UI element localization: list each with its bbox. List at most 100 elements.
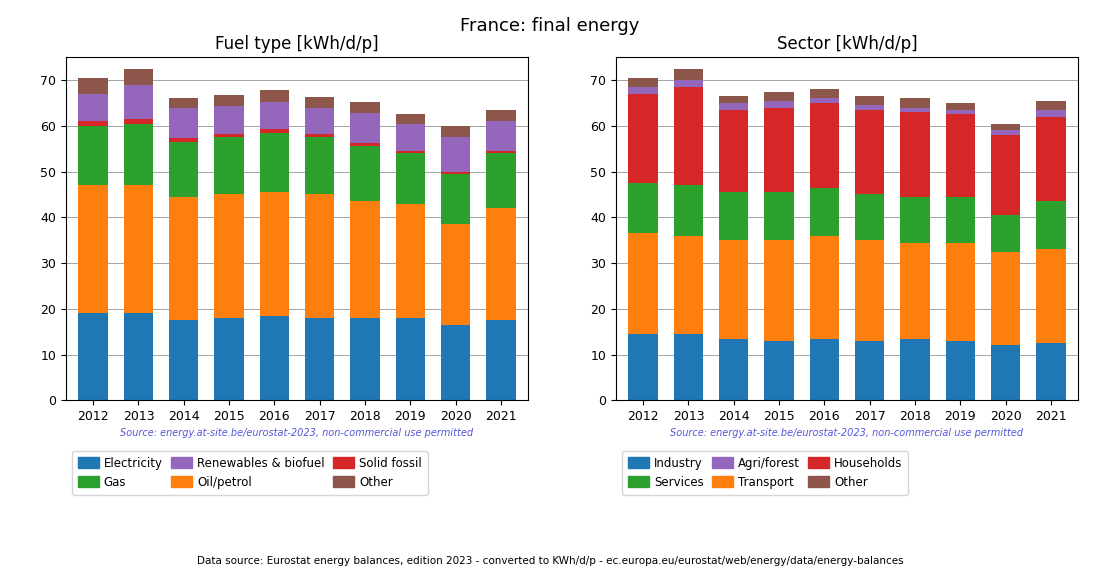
Bar	[946, 341, 975, 400]
Bar	[991, 345, 1020, 400]
Bar	[214, 134, 244, 137]
Bar	[946, 243, 975, 341]
Text: Source: energy.at-site.be/eurostat-2023, non-commercial use permitted: Source: energy.at-site.be/eurostat-2023,…	[120, 428, 474, 438]
Bar	[214, 318, 244, 400]
Bar	[124, 185, 153, 313]
Bar	[946, 197, 975, 243]
Bar	[810, 89, 839, 98]
Bar	[305, 109, 334, 134]
Bar	[1036, 249, 1066, 343]
Bar	[674, 69, 703, 80]
Bar	[810, 188, 839, 236]
Bar	[169, 109, 198, 138]
Bar	[441, 137, 471, 172]
Bar	[628, 78, 658, 87]
Bar	[214, 95, 244, 106]
Bar	[124, 124, 153, 185]
Bar	[396, 124, 425, 151]
Bar	[350, 113, 380, 143]
Bar	[628, 183, 658, 233]
Bar	[810, 236, 839, 339]
Bar	[764, 101, 794, 108]
Bar	[169, 138, 198, 142]
Bar	[214, 194, 244, 318]
Bar	[719, 240, 748, 339]
Bar	[900, 98, 930, 108]
Bar	[855, 110, 884, 194]
Bar	[486, 208, 516, 320]
Bar	[441, 325, 471, 400]
Bar	[991, 252, 1020, 345]
Bar	[1036, 117, 1066, 201]
Bar	[674, 185, 703, 236]
Bar	[764, 192, 794, 240]
Bar	[855, 105, 884, 110]
Bar	[946, 103, 975, 110]
Bar	[946, 114, 975, 197]
Bar	[124, 119, 153, 124]
Bar	[78, 78, 108, 94]
Bar	[855, 194, 884, 240]
Bar	[719, 339, 748, 400]
Title: Fuel type [kWh/d/p]: Fuel type [kWh/d/p]	[216, 35, 378, 53]
Bar	[719, 103, 748, 110]
Title: Sector [kWh/d/p]: Sector [kWh/d/p]	[777, 35, 917, 53]
Bar	[305, 134, 334, 137]
Legend: Industry, Services, Agri/forest, Transport, Households, Other: Industry, Services, Agri/forest, Transpo…	[621, 451, 909, 495]
Bar	[628, 233, 658, 334]
Bar	[124, 69, 153, 85]
Bar	[719, 110, 748, 192]
Bar	[350, 318, 380, 400]
Bar	[486, 320, 516, 400]
Bar	[396, 151, 425, 153]
Bar	[441, 174, 471, 224]
Text: Data source: Eurostat energy balances, edition 2023 - converted to KWh/d/p - ec.: Data source: Eurostat energy balances, e…	[197, 557, 903, 566]
Bar	[764, 341, 794, 400]
Bar	[169, 142, 198, 197]
Bar	[674, 87, 703, 185]
Bar	[855, 341, 884, 400]
Bar	[486, 110, 516, 121]
Bar	[78, 94, 108, 121]
Bar	[764, 92, 794, 101]
Bar	[900, 197, 930, 243]
Bar	[764, 240, 794, 341]
Bar	[900, 339, 930, 400]
Bar	[810, 98, 839, 103]
Bar	[305, 194, 334, 318]
Bar	[1036, 343, 1066, 400]
Bar	[764, 108, 794, 192]
Bar	[900, 112, 930, 197]
Bar	[214, 106, 244, 134]
Bar	[124, 313, 153, 400]
Bar	[305, 137, 334, 194]
Bar	[441, 126, 471, 137]
Bar	[1036, 201, 1066, 249]
Bar	[855, 240, 884, 341]
Bar	[350, 143, 380, 146]
Legend: Electricity, Gas, Renewables & biofuel, Oil/petrol, Solid fossil, Other: Electricity, Gas, Renewables & biofuel, …	[72, 451, 428, 495]
Bar	[486, 151, 516, 153]
Bar	[78, 185, 108, 313]
Text: Source: energy.at-site.be/eurostat-2023, non-commercial use permitted: Source: energy.at-site.be/eurostat-2023,…	[670, 428, 1024, 438]
Bar	[305, 318, 334, 400]
Bar	[169, 320, 198, 400]
Bar	[441, 224, 471, 325]
Bar	[674, 80, 703, 87]
Bar	[78, 313, 108, 400]
Bar	[855, 96, 884, 105]
Bar	[991, 124, 1020, 130]
Bar	[396, 318, 425, 400]
Bar	[810, 339, 839, 400]
Bar	[486, 121, 516, 151]
Bar	[396, 114, 425, 124]
Bar	[396, 153, 425, 204]
Bar	[305, 97, 334, 109]
Bar	[350, 146, 380, 201]
Bar	[78, 126, 108, 185]
Bar	[396, 204, 425, 318]
Bar	[810, 103, 839, 188]
Bar	[946, 110, 975, 114]
Bar	[350, 201, 380, 318]
Bar	[1036, 101, 1066, 110]
